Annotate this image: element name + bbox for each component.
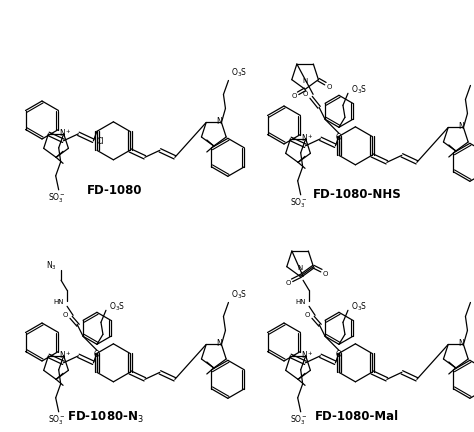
Text: N: N	[217, 339, 222, 348]
Text: HN: HN	[54, 299, 64, 305]
Text: FD-1080-N$_3$: FD-1080-N$_3$	[67, 410, 143, 425]
Text: N$^+$: N$^+$	[301, 132, 314, 144]
Text: FD-1080-NHS: FD-1080-NHS	[313, 188, 401, 201]
Text: FD-1080-Mal: FD-1080-Mal	[315, 410, 399, 423]
Text: O: O	[303, 91, 308, 97]
Text: O: O	[305, 312, 310, 318]
Text: O$_3$S: O$_3$S	[109, 300, 125, 313]
Text: O: O	[285, 280, 291, 286]
Text: O: O	[336, 350, 342, 359]
Text: O: O	[336, 133, 342, 142]
Text: N$_3$: N$_3$	[46, 259, 57, 272]
Text: N: N	[458, 122, 465, 131]
Text: O$_3$S: O$_3$S	[231, 288, 247, 301]
Text: HN: HN	[296, 299, 306, 305]
Text: O$_3$S: O$_3$S	[231, 66, 247, 79]
Text: O: O	[327, 84, 332, 90]
Text: N: N	[302, 78, 308, 84]
Text: N: N	[458, 339, 465, 348]
Text: FD-1080: FD-1080	[87, 184, 143, 197]
Text: N: N	[298, 265, 303, 271]
Text: N$^+$: N$^+$	[301, 349, 314, 361]
Text: SO$_3^-$: SO$_3^-$	[290, 413, 308, 426]
Text: O$_3$S: O$_3$S	[351, 300, 367, 313]
Text: O: O	[63, 312, 68, 318]
Text: N: N	[217, 117, 222, 126]
Text: O: O	[323, 270, 328, 276]
Text: SO$_3^-$: SO$_3^-$	[48, 413, 66, 426]
Text: SO$_3^-$: SO$_3^-$	[48, 191, 66, 205]
Text: N$^+$: N$^+$	[59, 127, 72, 139]
Text: O: O	[292, 93, 297, 99]
Text: O: O	[94, 350, 100, 359]
Text: Cl: Cl	[96, 137, 104, 146]
Text: SO$_3^-$: SO$_3^-$	[290, 196, 308, 210]
Text: O$_3$S: O$_3$S	[351, 83, 367, 95]
Text: N$^+$: N$^+$	[59, 349, 72, 361]
